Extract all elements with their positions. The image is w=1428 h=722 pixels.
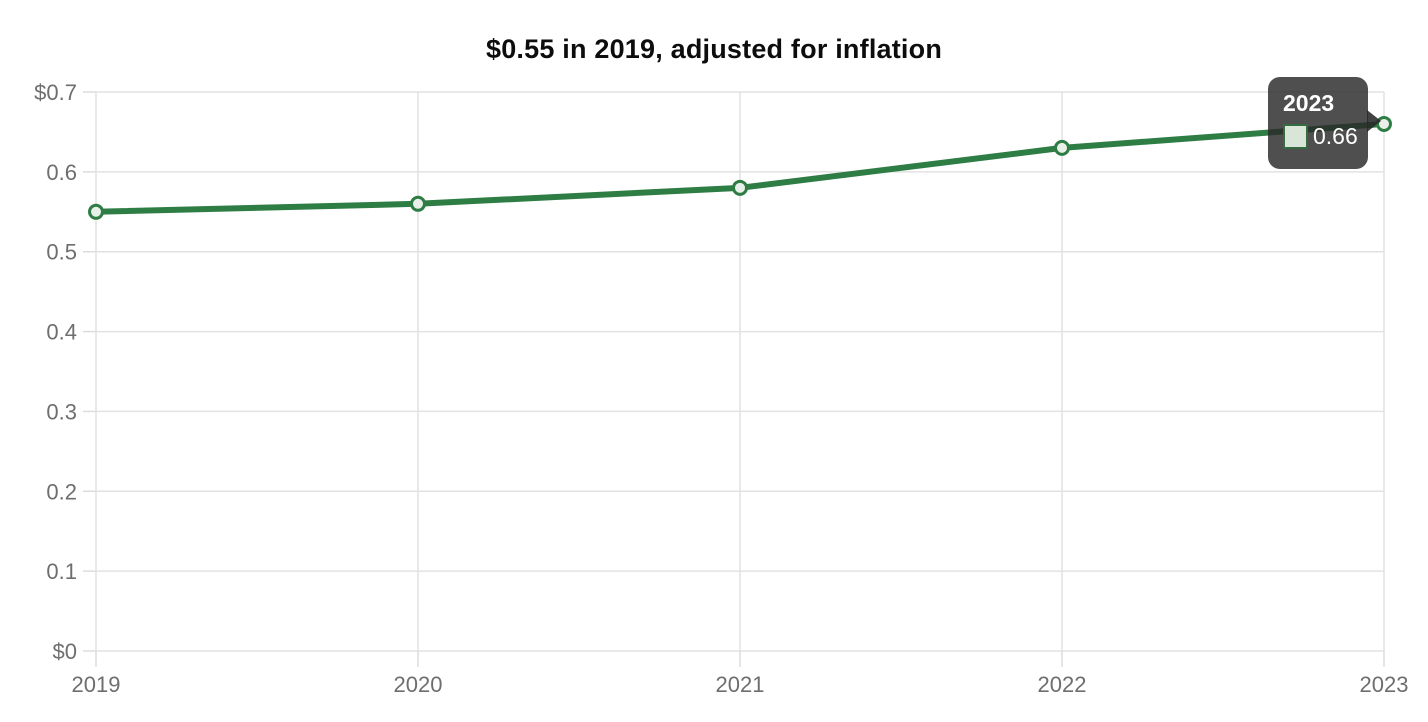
tooltip-year-label: 2023	[1283, 90, 1335, 116]
y-axis-label: 0.5	[46, 240, 77, 265]
tooltip: 2023 0.66	[1268, 77, 1381, 169]
tooltip-value-row: 0.66	[1283, 123, 1368, 149]
chart-title: $0.55 in 2019, adjusted for inflation	[485, 34, 943, 64]
tooltip-value-label: 0.66	[1313, 123, 1358, 149]
y-axis-label: 0.6	[46, 160, 77, 185]
y-axis-label: $0.7	[34, 80, 77, 105]
x-axis-label: 2019	[72, 672, 121, 697]
x-axis-label: 2022	[1038, 672, 1087, 697]
data-point[interactable]	[1054, 139, 1070, 156]
y-axis-label: 0.4	[46, 320, 77, 345]
x-axis-label: 2023	[1360, 672, 1409, 697]
data-point[interactable]	[732, 179, 748, 196]
y-axis-label: $0	[53, 639, 77, 664]
series-swatch-icon	[1283, 123, 1308, 149]
x-axis-label: 2021	[716, 672, 765, 697]
y-axis-label: 0.1	[46, 559, 77, 584]
data-point[interactable]	[410, 195, 426, 212]
y-axis-label: 0.2	[46, 479, 77, 504]
data-point[interactable]	[88, 203, 104, 220]
y-axis-label: 0.3	[46, 399, 77, 424]
x-axis-label: 2020	[394, 672, 443, 697]
